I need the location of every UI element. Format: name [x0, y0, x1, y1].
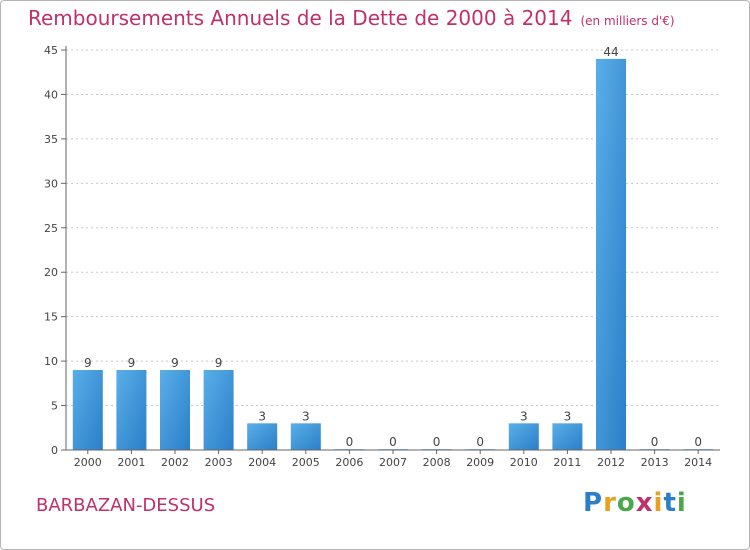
brand-letter: i — [653, 488, 664, 518]
data-label-2006: 0 — [346, 435, 354, 449]
brand-letter: o — [616, 488, 636, 518]
bars: 9 9 9 9 3 3 0 0 0 0 3 3 44 0 0 — [72, 45, 714, 451]
bar-2001 — [116, 370, 147, 450]
data-label-2001: 9 — [128, 356, 136, 370]
bar-2010 — [508, 423, 539, 450]
data-label-2009: 0 — [476, 435, 484, 449]
brand-letter: t — [663, 488, 677, 518]
bar-2011 — [552, 423, 583, 450]
data-label-2004: 3 — [258, 409, 266, 423]
data-label-2007: 0 — [389, 435, 397, 449]
bar-2000 — [72, 370, 103, 450]
brand-letter: P — [583, 488, 604, 518]
chart-title-text: Remboursements Annuels de la Dette de 20… — [28, 6, 573, 30]
brand-letter: i — [676, 488, 687, 518]
x-tick-label-2008: 2008 — [423, 456, 451, 469]
x-tick-label-2004: 2004 — [248, 456, 276, 469]
x-tick-label-2005: 2005 — [292, 456, 320, 469]
x-tick-label-2003: 2003 — [205, 456, 233, 469]
data-label-2008: 0 — [433, 435, 441, 449]
y-tick-label: 40 — [44, 88, 58, 101]
y-tick-label: 35 — [44, 133, 58, 146]
y-tick-label: 45 — [44, 44, 58, 57]
data-label-2014: 0 — [694, 435, 702, 449]
city-name: BARBAZAN-DESSUS — [36, 495, 216, 516]
brand-letter: r — [603, 488, 617, 518]
x-tick-label-2006: 2006 — [335, 456, 363, 469]
y-tick-label: 25 — [44, 222, 58, 235]
x-tick-label-2014: 2014 — [684, 456, 712, 469]
brand-letter: x — [635, 488, 654, 518]
y-tick-label: 15 — [44, 311, 58, 324]
data-label-2005: 3 — [302, 409, 310, 423]
data-label-2012: 44 — [603, 45, 618, 59]
data-label-2011: 3 — [564, 409, 572, 423]
proxiti-logo: Proxiti — [583, 488, 687, 518]
x-tick-label-2012: 2012 — [597, 456, 625, 469]
x-tick-label-2007: 2007 — [379, 456, 407, 469]
x-tick-label-2002: 2002 — [161, 456, 189, 469]
chart-subtitle: (en milliers d'€) — [580, 14, 675, 28]
chart-title: Remboursements Annuels de la Dette de 20… — [28, 6, 675, 30]
bar-2012 — [596, 58, 626, 451]
y-tick-label: 30 — [44, 177, 58, 190]
y-tick-label: 10 — [44, 355, 58, 368]
bar-2002 — [160, 370, 190, 450]
data-label-2000: 9 — [84, 356, 92, 370]
x-tick-label-2013: 2013 — [641, 456, 669, 469]
y-tick-label: 0 — [51, 444, 58, 457]
bar-2005 — [290, 423, 321, 450]
bar-2003 — [203, 370, 234, 450]
x-tick-label-2000: 2000 — [74, 456, 102, 469]
x-tick-label-2010: 2010 — [510, 456, 538, 469]
data-label-2010: 3 — [520, 409, 528, 423]
x-tick-label-2011: 2011 — [553, 456, 581, 469]
data-label-2002: 9 — [171, 356, 179, 370]
data-label-2013: 0 — [651, 435, 659, 449]
y-tick-label: 5 — [51, 400, 58, 413]
bar-2004 — [247, 423, 278, 450]
x-tick-label-2009: 2009 — [466, 456, 494, 469]
y-tick-label: 20 — [44, 266, 58, 279]
data-label-2003: 9 — [215, 356, 223, 370]
x-tick-label-2001: 2001 — [117, 456, 145, 469]
